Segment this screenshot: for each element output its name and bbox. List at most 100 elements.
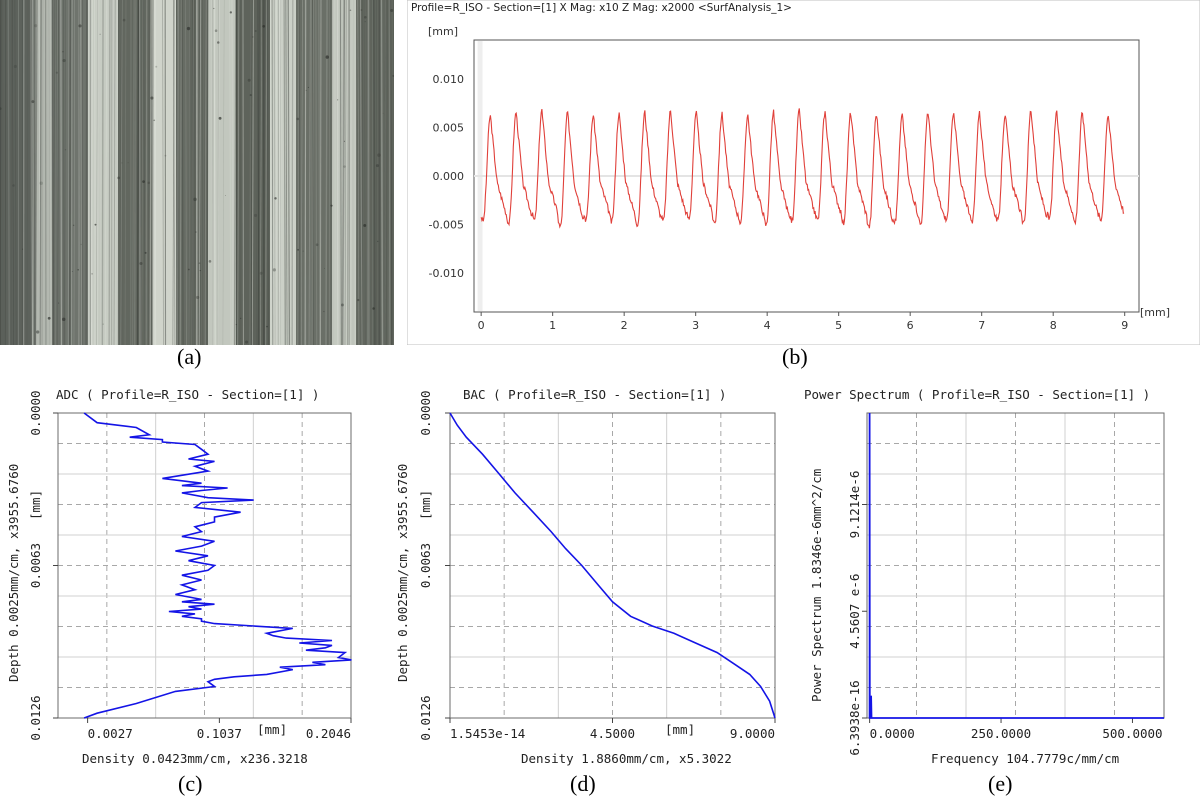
micro-streak bbox=[291, 0, 294, 345]
micro-speck bbox=[297, 248, 300, 251]
micro-streak bbox=[277, 0, 279, 345]
micro-streak bbox=[383, 0, 387, 345]
chart-c-y-unit: [mm] bbox=[28, 490, 43, 520]
bac-chart-panel: BAC ( Profile=R_ISO - Section=[1] ) [mm]… bbox=[395, 380, 790, 772]
micro-streak bbox=[32, 0, 35, 345]
micro-streak bbox=[189, 0, 193, 345]
micro-streak bbox=[285, 0, 287, 345]
micro-speck bbox=[392, 74, 394, 77]
micro-streak bbox=[113, 0, 116, 345]
panel-label-e: (e) bbox=[988, 771, 1013, 796]
micro-streak bbox=[257, 0, 261, 345]
chart-b-profile-series bbox=[480, 108, 1125, 229]
micro-streak bbox=[339, 0, 342, 345]
micro-streak bbox=[94, 0, 97, 345]
micro-streak bbox=[300, 0, 303, 345]
micro-speck bbox=[302, 250, 305, 252]
adc-chart-panel: ADC ( Profile=R_ISO - Section=[1] ) [mm]… bbox=[0, 380, 395, 772]
chart-c-curve-series bbox=[83, 412, 352, 719]
micro-speck bbox=[91, 273, 93, 275]
micro-streak bbox=[11, 0, 14, 345]
micro-streak bbox=[388, 0, 391, 345]
micro-streak bbox=[287, 0, 291, 345]
micro-streak bbox=[108, 0, 111, 345]
micro-streak bbox=[196, 0, 198, 345]
micro-streak bbox=[271, 0, 274, 345]
chart-b-x-tick-label: 5 bbox=[835, 319, 842, 332]
micro-streak bbox=[30, 0, 33, 345]
micro-streak bbox=[265, 0, 268, 345]
chart-b-frame bbox=[406, 0, 1200, 346]
micro-streak bbox=[257, 0, 260, 345]
micro-speck bbox=[36, 330, 40, 334]
chart-d-y-unit: [mm] bbox=[418, 490, 433, 520]
micro-streak bbox=[311, 0, 315, 345]
micro-streak bbox=[337, 0, 339, 345]
micro-speck bbox=[139, 261, 143, 265]
micro-streak bbox=[231, 0, 234, 345]
micro-streak bbox=[380, 0, 384, 345]
micro-speck bbox=[39, 181, 43, 185]
micro-streak bbox=[90, 0, 93, 345]
micro-streak bbox=[350, 0, 353, 345]
micro-speck bbox=[127, 162, 129, 164]
micro-streak bbox=[361, 0, 364, 345]
micro-streak bbox=[89, 0, 93, 345]
micro-streak bbox=[68, 0, 71, 345]
micro-speck bbox=[77, 269, 79, 271]
chart-d-x-unit: [mm] bbox=[665, 722, 695, 737]
chart-e-y-tick-label: 6.3938e-16 bbox=[847, 680, 862, 755]
micro-streak bbox=[320, 0, 322, 345]
micro-speck bbox=[218, 116, 222, 120]
micro-streak bbox=[51, 0, 54, 345]
micro-streak bbox=[204, 0, 207, 345]
micro-streak bbox=[318, 0, 321, 345]
micro-streak bbox=[67, 0, 70, 345]
micro-streak bbox=[277, 0, 280, 345]
profile-chart-panel: Profile=R_ISO - Section=[1] X Mag: x10 Z… bbox=[406, 0, 1200, 346]
micro-streak bbox=[217, 0, 220, 345]
micro-streak bbox=[347, 0, 350, 345]
micro-streak bbox=[191, 0, 194, 345]
micro-streak bbox=[55, 0, 59, 345]
micro-speck bbox=[62, 58, 66, 63]
micro-speck bbox=[198, 262, 201, 264]
micro-streak bbox=[366, 0, 369, 345]
micro-streak bbox=[388, 0, 391, 345]
chart-d-x-tick-label: 9.0000 bbox=[730, 726, 775, 741]
micro-speck bbox=[199, 270, 201, 272]
chart-d-y-tick-label: 0.0126 bbox=[418, 695, 433, 740]
micro-streak bbox=[205, 0, 207, 345]
micro-speck bbox=[99, 33, 101, 35]
micro-streak bbox=[390, 0, 393, 345]
micro-streak bbox=[34, 0, 38, 345]
micro-speck bbox=[253, 213, 258, 217]
micro-speck bbox=[349, 9, 352, 12]
micro-speck bbox=[187, 268, 190, 271]
micro-streak bbox=[355, 0, 358, 345]
micro-streak bbox=[285, 0, 288, 345]
micro-streak bbox=[283, 0, 286, 345]
micro-speck bbox=[341, 303, 344, 307]
micro-streak bbox=[151, 0, 154, 345]
micro-streak bbox=[213, 0, 217, 345]
chart-b-x-tick-label: 4 bbox=[764, 319, 771, 332]
micro-streak bbox=[40, 0, 42, 345]
micro-streak bbox=[119, 0, 122, 345]
chart-b-x-tick-label: 2 bbox=[621, 319, 628, 332]
chart-b-x-unit: [mm] bbox=[1140, 306, 1170, 319]
micro-streak bbox=[172, 0, 175, 345]
chart-e-x-tick-label: 500.0000 bbox=[1102, 726, 1162, 741]
power-spectrum-chart-panel: Power Spectrum ( Profile=R_ISO - Section… bbox=[790, 380, 1200, 772]
chart-b-y-tick-label: 0.010 bbox=[433, 73, 465, 86]
micro-streak bbox=[287, 0, 290, 345]
micro-streak bbox=[49, 0, 52, 345]
micro-streak bbox=[344, 0, 347, 345]
micro-streak bbox=[91, 0, 94, 345]
micro-speck bbox=[307, 86, 309, 88]
micro-streak bbox=[154, 0, 157, 345]
micro-band bbox=[32, 0, 52, 345]
chart-d-curve-series bbox=[449, 412, 776, 719]
chart-d-x-tick-label: 1.5453e-14 bbox=[450, 726, 525, 741]
micro-streak bbox=[233, 0, 237, 345]
